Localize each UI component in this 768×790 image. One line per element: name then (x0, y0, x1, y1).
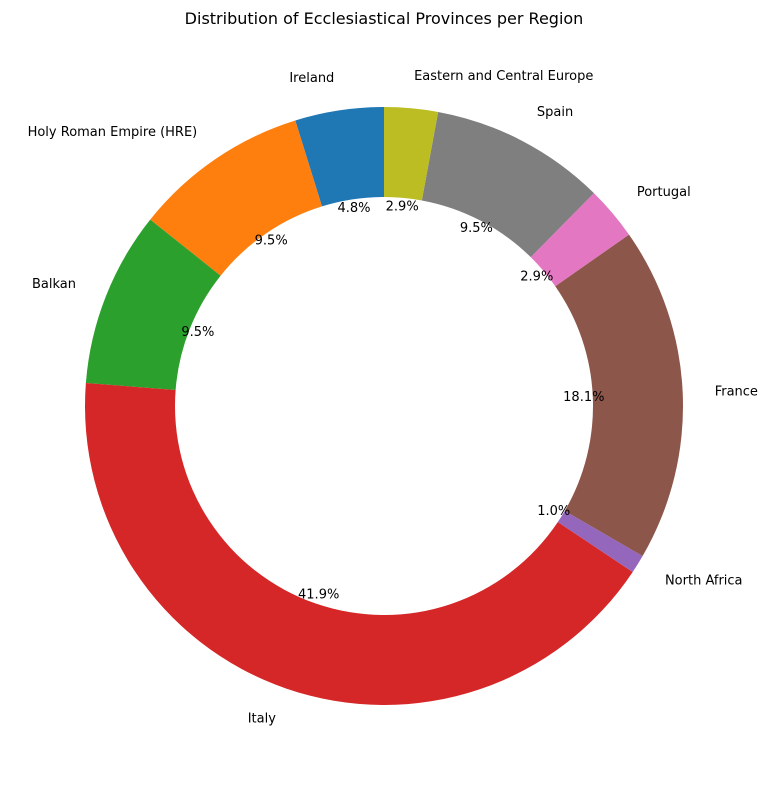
pct-ireland: 4.8% (337, 201, 370, 216)
label-portugal: Portugal (637, 185, 691, 200)
label-spain: Spain (537, 105, 573, 120)
slice-holy-roman-empire-hre (150, 120, 322, 276)
pct-balkan: 9.5% (181, 325, 214, 340)
slice-spain (421, 111, 594, 258)
slice-balkan (85, 219, 221, 390)
pct-holy-roman-empire-hre: 9.5% (255, 233, 288, 248)
slice-france (555, 234, 684, 557)
pct-spain: 9.5% (460, 221, 493, 236)
pct-france: 18.1% (563, 390, 604, 405)
label-holy-roman-empire-hre: Holy Roman Empire (HRE) (28, 125, 198, 140)
slice-portugal (530, 193, 630, 287)
pct-italy: 41.9% (298, 588, 339, 603)
label-north-africa: North Africa (665, 574, 743, 589)
slice-italy (85, 383, 633, 705)
label-france: France (715, 384, 758, 399)
pct-eastern-and-central-europe: 2.9% (386, 199, 419, 214)
label-eastern-and-central-europe: Eastern and Central Europe (414, 69, 593, 84)
label-ireland: Ireland (289, 71, 334, 86)
pct-portugal: 2.9% (520, 269, 553, 284)
chart-title: Distribution of Ecclesiastical Provinces… (185, 9, 584, 28)
slice-ireland (295, 107, 384, 207)
slices-group (85, 107, 684, 705)
pct-north-africa: 1.0% (537, 504, 570, 519)
label-balkan: Balkan (32, 277, 76, 292)
labels-group: Ireland 4.8% Holy Roman Empire (HRE) 9.5% Ba… (28, 69, 758, 726)
label-italy: Italy (248, 711, 277, 726)
slice-eastern-and-central-europe (384, 107, 439, 201)
slice-north-africa (557, 510, 643, 572)
